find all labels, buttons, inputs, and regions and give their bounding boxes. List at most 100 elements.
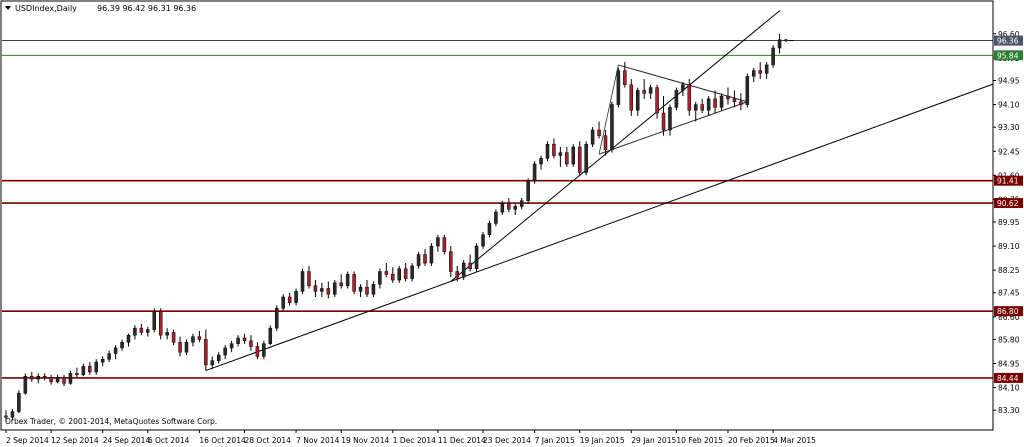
candle [719,93,724,111]
candle [590,127,595,148]
candle-body-bull [68,373,73,384]
candle [30,371,34,382]
candle [120,339,124,351]
candle [262,340,266,360]
price-level-tag [994,50,1023,61]
candle-body-bear [629,84,634,111]
candle [75,367,79,378]
candle-body-bull [191,336,195,343]
candle [255,342,260,360]
candle-body-bull [674,90,679,108]
candle [49,374,53,385]
candle [333,280,337,297]
candle [700,98,704,114]
candle-body-bull [771,47,775,66]
candle [616,67,621,108]
candle-body-bull [745,76,750,105]
candle-body-bear [255,346,260,357]
candle-body-bull [81,366,86,376]
candle [223,345,227,360]
steep-trendline[interactable] [450,10,781,282]
x-tick-label: 7 Jan 2015 [535,436,575,445]
price-level-tag [994,35,1023,46]
candle-body-bull [584,143,588,173]
candle-body-bear [655,87,659,114]
candle-body-bear [784,39,788,42]
candle [300,268,305,295]
candle-body-bear [352,274,356,292]
candle-body-bull [281,296,285,309]
candle [378,268,382,289]
collapse-triangle-icon[interactable] [5,6,11,10]
candle [42,373,47,381]
candle [655,84,659,119]
candle [281,294,285,312]
x-tick-label: 16 Oct 2014 [199,436,246,445]
candle [661,96,666,136]
candle [519,197,524,210]
candle [294,288,298,306]
candle-body-bear [739,101,743,105]
candle [184,339,189,356]
candle [274,305,279,331]
candle [532,161,537,184]
copyright-text: Orbex Trader, © 2001-2014, MetaQuotes So… [5,417,217,426]
candle [158,308,163,340]
candle [558,147,563,167]
candle-body-bull [474,245,479,269]
candle [777,33,782,54]
candle [500,200,505,215]
candle-body-bear [42,375,47,378]
y-tick-label: 85.80 [998,335,1020,344]
x-tick-label: 6 Oct 2014 [148,436,190,445]
triangle-left-edge[interactable] [598,64,619,155]
candle-body-bear [455,271,459,278]
candle-body-bull [616,70,621,105]
candle [133,325,137,340]
candle [204,329,208,371]
y-tick-label: 83.30 [998,406,1020,415]
candle [461,260,466,281]
candle-body-bull [764,64,769,74]
candle-body-bear [623,70,627,85]
price-level-tag [994,198,1023,209]
candle-body-bull [494,211,498,224]
candle-body-bull [165,332,169,336]
support-trendline[interactable] [205,83,994,372]
candle [642,79,646,99]
candle-body-bear [313,285,318,292]
candle-body-bull [94,361,98,373]
candle-body-bear [62,377,66,384]
candle-body-bull [429,245,434,264]
candle [610,101,614,153]
x-tick-label: 29 Jan 2015 [631,436,676,445]
y-tick-label: 84.10 [998,384,1020,393]
candle [365,280,369,297]
candle [694,101,698,122]
candle [210,356,215,370]
x-tick-label: 28 Oct 2014 [245,436,292,445]
candle-body-bull [262,343,266,357]
candle [513,203,518,215]
candle [287,292,292,306]
candle [745,73,750,108]
candle-body-bear [365,286,369,295]
candle-body-bull [10,411,15,418]
candle [339,274,343,289]
candle-body-bull [436,237,440,247]
candle [687,79,692,116]
candle-body-bull [416,254,421,267]
triangle-lower-line[interactable] [598,101,748,155]
candle [597,121,601,139]
candle-body-bear [552,143,556,156]
candle [442,234,447,255]
candle-body-bull [668,107,672,131]
candle-body-bear [4,415,8,418]
candle-body-bull [23,375,28,394]
candle-body-bear [49,377,53,383]
candle-body-bull [681,84,685,91]
candle [139,323,144,336]
candle-body-bull [513,206,518,210]
